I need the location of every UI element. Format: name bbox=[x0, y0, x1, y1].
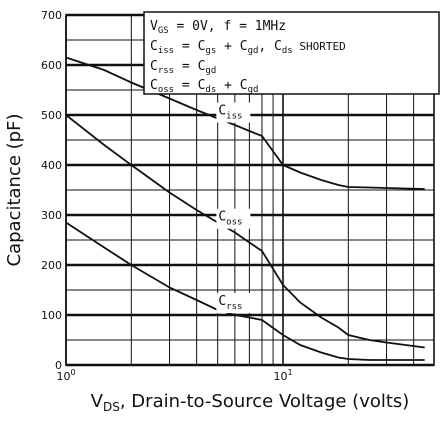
y-tick-label: 600 bbox=[41, 59, 62, 72]
series-line-rss bbox=[65, 221, 425, 361]
y-tick-label: 300 bbox=[41, 209, 62, 222]
legend-line-2: Ciss = Cgs + Cgd, Cds SHORTED bbox=[150, 39, 346, 56]
y-tick-label: 700 bbox=[41, 9, 62, 22]
legend-line-1: VGS = 0V, f = 1MHz bbox=[150, 19, 286, 36]
y-tick-label: 200 bbox=[41, 259, 62, 272]
series-label-bg bbox=[216, 102, 251, 123]
legend: VGS = 0V, f = 1MHz Ciss = Cgs + Cgd, Cds… bbox=[143, 11, 440, 95]
y-tick-label: 100 bbox=[41, 309, 62, 322]
legend-line-4: Coss = Cds + Cgd bbox=[150, 78, 258, 95]
x-tick-label: 100 bbox=[56, 368, 75, 383]
legend-line-3: Crss = Cgd bbox=[150, 59, 216, 76]
series-line-oss bbox=[65, 114, 425, 349]
series-labels: Ciss Coss Crss bbox=[216, 102, 251, 314]
series-label-rss: Crss bbox=[218, 294, 242, 312]
y-axis-label: Capacitance (pF) bbox=[4, 114, 25, 267]
x-tick-label: 101 bbox=[273, 368, 292, 383]
x-axis-label: VDS, Drain-to-Source Voltage (volts) bbox=[91, 391, 410, 414]
y-tick-label: 500 bbox=[41, 109, 62, 122]
y-tick-label: 400 bbox=[41, 159, 62, 172]
series-label-oss: Coss bbox=[218, 210, 242, 228]
y-tick-label: 0 bbox=[55, 359, 62, 372]
series-label-bg bbox=[216, 208, 251, 229]
series-label-bg bbox=[216, 293, 251, 314]
series-label-iss: Ciss bbox=[218, 104, 242, 122]
legend-box bbox=[143, 11, 440, 95]
